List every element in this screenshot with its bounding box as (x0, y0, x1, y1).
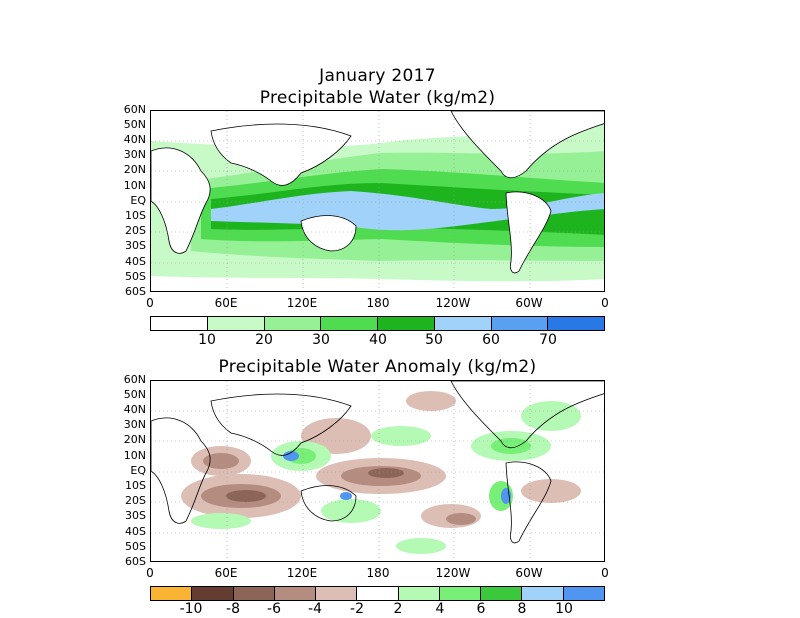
map2-colorbar-swatch (357, 587, 399, 600)
map1-lat-label: 20S (125, 224, 146, 237)
map2-lat-label: 50N (123, 388, 146, 401)
map2-lat-label: 40S (125, 525, 146, 538)
map2-colorbar-swatch (439, 587, 482, 600)
map2-colorbar-label: -6 (267, 601, 281, 617)
map1-lon-label: 0 (601, 296, 609, 310)
map2-colorbar-swatch (481, 587, 523, 600)
map2-colorbar-label: 4 (435, 601, 445, 617)
map1-lon-label: 0 (146, 296, 154, 310)
map2-field (151, 381, 604, 561)
map1-colorbar-label: 10 (198, 332, 216, 348)
map2-lat-label: EQ (130, 464, 146, 477)
map1-colorbar-label: 30 (312, 332, 330, 348)
map2-colorbar-label: 6 (476, 601, 486, 617)
map1-title-line1: January 2017 (319, 66, 436, 86)
map1-lat-label: EQ (130, 194, 146, 207)
map1-colorbar (150, 316, 605, 331)
map2-title: Precipitable Water Anomaly (kg/m2) (218, 357, 537, 377)
map2-colorbar-swatch (316, 587, 358, 600)
map1-colorbar-swatch (434, 317, 492, 330)
map1-panel (150, 110, 605, 292)
map2-colorbar-label: -10 (179, 601, 203, 617)
map1-lon-label: 60E (214, 296, 238, 310)
map2-colorbar-swatch (398, 587, 440, 600)
map2-lon-label: 120E (286, 566, 318, 580)
map1-lat-label: 10N (123, 179, 146, 192)
map1-colorbar-swatch (491, 317, 549, 330)
map1-lat-label: 50N (123, 118, 146, 131)
map2-colorbar-label: 2 (393, 601, 403, 617)
map1-title-line2: Precipitable Water (kg/m2) (259, 88, 496, 108)
map1-colorbar-label: 60 (482, 332, 500, 348)
map2-lon-label: 0 (146, 566, 154, 580)
map2-panel (150, 380, 605, 562)
map2-lon-label: 120W (435, 566, 471, 580)
map1-lon-label: 120W (435, 296, 471, 310)
map2-colorbar-swatch (192, 587, 234, 600)
map2-colorbar-label: -8 (226, 601, 240, 617)
map1-lat-label: 40S (125, 255, 146, 268)
map2-lat-label: 20S (125, 494, 146, 507)
map2-colorbar-label: -2 (350, 601, 364, 617)
map2-lat-label: 60S (125, 555, 146, 568)
map2-colorbar-label: -4 (308, 601, 322, 617)
map1-lat-label: 20N (123, 163, 146, 176)
map1-plot (151, 111, 604, 291)
map1-colorbar-label: 40 (369, 332, 387, 348)
map1-colorbar-swatch (207, 317, 265, 330)
map2-colorbar-swatch (563, 587, 604, 600)
map1-colorbar-label: 50 (425, 332, 443, 348)
map1-lat-label: 60N (123, 103, 146, 116)
map1-lat-label: 50S (125, 270, 146, 283)
map1-colorbar-label: 20 (255, 332, 273, 348)
map2-lon-label: 60E (214, 566, 238, 580)
map2-colorbar (150, 586, 605, 601)
map1-lat-label: 10S (125, 209, 146, 222)
map2-lat-label: 10S (125, 479, 146, 492)
map1-lat-label: 40N (123, 133, 146, 146)
map2-colorbar-swatch (274, 587, 317, 600)
map2-colorbar-swatch (151, 587, 193, 600)
map2-lat-label: 20N (123, 433, 146, 446)
map2-lat-label: 40N (123, 403, 146, 416)
map2-lat-label: 50S (125, 540, 146, 553)
map2-lat-label: 30S (125, 509, 146, 522)
map2-colorbar-swatch (522, 587, 564, 600)
map2-lon-label: 0 (601, 566, 609, 580)
map1-lon-label: 60W (515, 296, 543, 310)
map1-lon-label: 120E (286, 296, 318, 310)
map2-colorbar-label: 8 (517, 601, 527, 617)
map1-lat-label: 30S (125, 239, 146, 252)
map2-colorbar-label: 10 (555, 601, 573, 617)
map1-colorbar-swatch (264, 317, 322, 330)
map1-colorbar-swatch (378, 317, 435, 330)
map1-colorbar-swatch (321, 317, 378, 330)
map2-lon-label: 180 (366, 566, 390, 580)
map1-lat-label: 60S (125, 285, 146, 298)
map2-plot (151, 381, 604, 561)
map2-lat-label: 10N (123, 449, 146, 462)
map1-field (151, 111, 604, 291)
map2-lat-label: 60N (123, 373, 146, 386)
map2-colorbar-swatch (233, 587, 275, 600)
map2-lon-label: 60W (515, 566, 543, 580)
map2-lat-label: 30N (123, 418, 146, 431)
map1-lon-label: 180 (366, 296, 390, 310)
map1-colorbar-label: 70 (539, 332, 557, 348)
map1-lat-label: 30N (123, 148, 146, 161)
map1-colorbar-swatch (151, 317, 208, 330)
map1-colorbar-swatch (548, 317, 604, 330)
